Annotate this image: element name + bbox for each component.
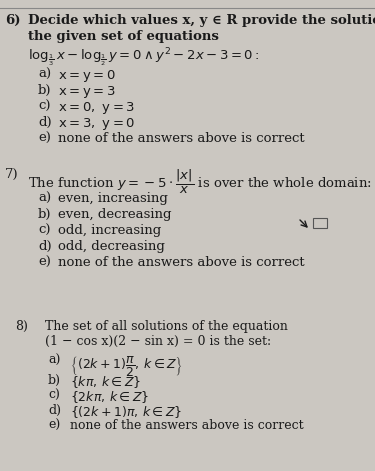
Bar <box>313 218 327 228</box>
Text: (1 − cos x)(2 − sin x) = 0 is the set:: (1 − cos x)(2 − sin x) = 0 is the set: <box>45 335 271 348</box>
Text: 8): 8) <box>15 320 28 333</box>
Text: $\mathrm{x = y = 3}$: $\mathrm{x = y = 3}$ <box>58 84 116 100</box>
Text: none of the answers above is correct: none of the answers above is correct <box>70 419 304 432</box>
Text: c): c) <box>38 100 51 113</box>
Text: a): a) <box>38 192 51 205</box>
Text: even, increasing: even, increasing <box>58 192 168 205</box>
Text: a): a) <box>38 68 51 81</box>
Text: b): b) <box>48 374 61 387</box>
Text: $\left\{(2k+1)\dfrac{\pi}{2},\, k \in Z\right\}$: $\left\{(2k+1)\dfrac{\pi}{2},\, k \in Z\… <box>70 354 183 378</box>
Text: c): c) <box>38 224 51 237</box>
Text: a): a) <box>48 354 60 367</box>
Text: even, decreasing: even, decreasing <box>58 208 171 221</box>
Text: 6): 6) <box>5 14 21 27</box>
Text: The function $y = -5 \cdot \dfrac{|x|}{x}$ is over the whole domain:: The function $y = -5 \cdot \dfrac{|x|}{x… <box>28 168 372 196</box>
Text: $\mathrm{x = y = 0}$: $\mathrm{x = y = 0}$ <box>58 68 116 84</box>
Text: d): d) <box>38 240 52 253</box>
Text: $\{k\pi,\, k \in Z\}$: $\{k\pi,\, k \in Z\}$ <box>70 374 141 390</box>
Text: e): e) <box>48 419 60 432</box>
Text: odd, increasing: odd, increasing <box>58 224 161 237</box>
Text: odd, decreasing: odd, decreasing <box>58 240 165 253</box>
Text: $\{(2k+1)\pi,\, k \in Z\}$: $\{(2k+1)\pi,\, k \in Z\}$ <box>70 404 182 420</box>
Text: e): e) <box>38 132 51 145</box>
Text: $\log_{\frac{1}{3}} x - \log_{\frac{1}{2}} y = 0 \wedge y^2 - 2x - 3 = 0:$: $\log_{\frac{1}{3}} x - \log_{\frac{1}{2… <box>28 47 260 69</box>
Text: The set of all solutions of the equation: The set of all solutions of the equation <box>45 320 288 333</box>
Text: none of the answers above is correct: none of the answers above is correct <box>58 256 304 269</box>
Text: e): e) <box>38 256 51 269</box>
Text: b): b) <box>38 208 51 221</box>
Text: Decide which values x, y ∈ R provide the solution of: Decide which values x, y ∈ R provide the… <box>28 14 375 27</box>
Text: $\{2k\pi,\, k \in Z\}$: $\{2k\pi,\, k \in Z\}$ <box>70 389 149 405</box>
Text: 7): 7) <box>5 168 19 181</box>
Text: the given set of equations: the given set of equations <box>28 30 219 43</box>
Text: d): d) <box>48 404 61 417</box>
Text: d): d) <box>38 116 52 129</box>
Text: c): c) <box>48 389 60 402</box>
Text: b): b) <box>38 84 51 97</box>
Text: $\mathrm{x = 0,\ y = 3}$: $\mathrm{x = 0,\ y = 3}$ <box>58 100 135 116</box>
Text: $\mathrm{x = 3,\ y = 0}$: $\mathrm{x = 3,\ y = 0}$ <box>58 116 135 132</box>
Text: none of the answers above is correct: none of the answers above is correct <box>58 132 304 145</box>
